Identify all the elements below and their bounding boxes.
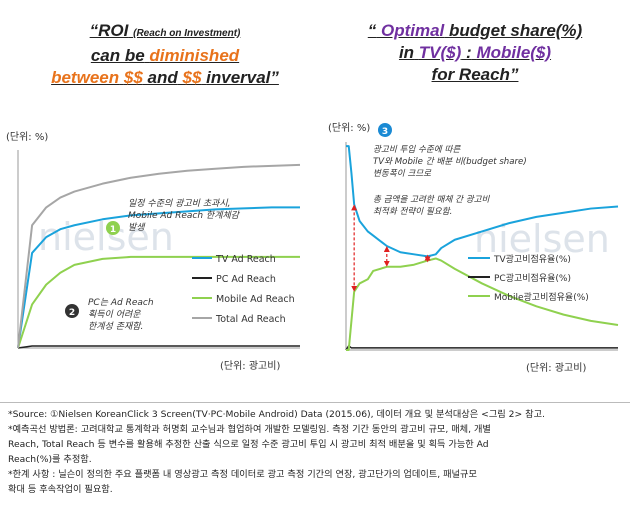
callout-1-line-1: 일정 수준의 광고비 초과시, xyxy=(128,198,231,209)
right-watermark: nielsen xyxy=(474,217,610,261)
callout-3-text-b: 총 금액을 고려한 매체 간 광고비 최적화 전략이 필요함. xyxy=(373,194,492,217)
left-unit-y: (단위: %) xyxy=(6,130,48,143)
callout-1-line-3: 발생 xyxy=(128,222,146,233)
callout-2-marker xyxy=(65,304,79,318)
callout-3-line-4: 총 금액을 고려한 매체 간 광고비 xyxy=(373,194,491,205)
mobile-ad-reach-line xyxy=(17,255,300,349)
right-unit-x: (단위: 광고비) xyxy=(526,361,586,374)
right-legend: TV광고비점유율(%) PC광고비점유율(%) Mobile광고비점유율(%) xyxy=(468,253,589,303)
left-title: “ROI (Reach on Investment) can be dimini… xyxy=(20,20,310,89)
legend-pc-label: PC Ad Reach xyxy=(216,274,276,285)
footnote-limit-2: 확대 등 후속작업이 필요함. xyxy=(8,484,113,495)
left-title-roi: “ROI xyxy=(89,21,129,40)
right-title-tv: TV($) xyxy=(418,43,462,62)
legend-tv-share-label: TV광고비점유율(%) xyxy=(493,253,571,265)
right-title: “ Optimal budget share(%) in TV($) : Mob… xyxy=(330,20,620,86)
right-title-in: in xyxy=(398,43,415,62)
legend-mobile-share-label: Mobile광고비점유율(%) xyxy=(494,291,589,303)
left-series-lines xyxy=(17,163,301,349)
callout-2-line-2: 획득이 어려운 xyxy=(88,309,141,320)
left-title-interval: inverval” xyxy=(206,68,279,87)
left-title-diminished: diminished xyxy=(149,46,240,65)
left-title-dollar-1: $$ xyxy=(123,68,143,87)
left-unit-x: (단위: 광고비) xyxy=(220,359,280,372)
mobile-share-line xyxy=(346,257,619,351)
right-title-optimal: Optimal xyxy=(381,21,445,40)
callout-3-line-5: 최적화 전략이 필요함. xyxy=(373,206,452,217)
footnote-source: *Source: ①Nielsen KoreanClick 3 Screen(T… xyxy=(8,409,545,420)
right-title-budget-share: budget share(%) xyxy=(449,21,583,40)
left-title-dollar-2: $$ xyxy=(182,68,202,87)
callout-3-line-3: 변동폭이 크므로 xyxy=(373,168,432,179)
legend-total-label: Total Ad Reach xyxy=(215,314,286,325)
right-title-colon: : xyxy=(466,43,472,62)
left-title-between: between xyxy=(51,68,120,87)
callout-2-text: PC는 Ad Reach 획득이 어려운 한계성 존재함. xyxy=(88,297,156,332)
callout-2-number: 2 xyxy=(69,308,75,318)
callout-1-text: 일정 수준의 광고비 초과시, Mobile Ad Reach 한계체감 발생 xyxy=(128,198,242,233)
callout-2-line-1: PC는 Ad Reach xyxy=(88,297,154,308)
right-chart: (단위: %) nielsen 3 광고비 투입 수준에 따른 TV와 Mobi… xyxy=(328,121,619,374)
left-title-can-be: can be xyxy=(90,46,145,65)
budget-share-gap-arrows xyxy=(351,204,431,292)
pc-ad-reach-line xyxy=(17,345,300,349)
footnote-method-1: *예측곡선 방법론: 고려대학교 통계학과 허명회 교수님과 협업하여 개발한 … xyxy=(8,424,491,435)
callout-1-number: 1 xyxy=(110,225,116,235)
footnote-method-2: Reach, Total Reach 등 변수를 활용해 추정한 산출 식으로 … xyxy=(8,439,489,450)
left-legend: TV Ad Reach PC Ad Reach Mobile Ad Reach … xyxy=(192,254,295,325)
legend-tv-label: TV Ad Reach xyxy=(215,254,276,265)
left-chart: (단위: %) nielsen 1 일정 수준의 광고비 초과시, Mobile… xyxy=(6,130,301,372)
left-title-roi-paren: (Reach on Investment) xyxy=(133,28,241,39)
callout-1-marker xyxy=(106,221,120,235)
left-watermark: nielsen xyxy=(38,215,174,259)
callout-3-line-1: 광고비 투입 수준에 따른 xyxy=(373,144,461,155)
legend-pc-share-label: PC광고비점유율(%) xyxy=(494,272,571,284)
total-ad-reach-line xyxy=(17,163,301,349)
callout-1-line-2: Mobile Ad Reach 한계체감 xyxy=(128,210,241,221)
pc-share-line xyxy=(345,345,618,351)
footnote-limit-1: *한계 사항 : 닐슨이 정의한 주요 플랫폼 내 영상광고 측정 데이터로 광… xyxy=(8,469,477,480)
right-title-for-reach: for Reach” xyxy=(431,65,519,84)
legend-mobile-label: Mobile Ad Reach xyxy=(216,294,295,305)
left-title-and: and xyxy=(147,68,178,87)
callout-2-line-3: 한계성 존재함. xyxy=(88,321,143,332)
footnotes: *Source: ①Nielsen KoreanClick 3 Screen(T… xyxy=(0,402,630,521)
tv-ad-reach-line xyxy=(17,206,300,349)
callout-3-marker xyxy=(378,123,392,137)
footnote-method-3: Reach(%)를 추정함. xyxy=(8,454,92,465)
callout-3-line-2: TV와 Mobile 간 배분 비(budget share) xyxy=(373,156,527,167)
right-title-mobile: Mobile($) xyxy=(476,43,552,62)
right-title-quote: “ xyxy=(367,21,377,40)
right-unit-y: (단위: %) xyxy=(328,121,370,134)
callout-3-text-a: 광고비 투입 수준에 따른 TV와 Mobile 간 배분 비(budget s… xyxy=(373,144,529,179)
callout-3-number: 3 xyxy=(382,127,388,137)
